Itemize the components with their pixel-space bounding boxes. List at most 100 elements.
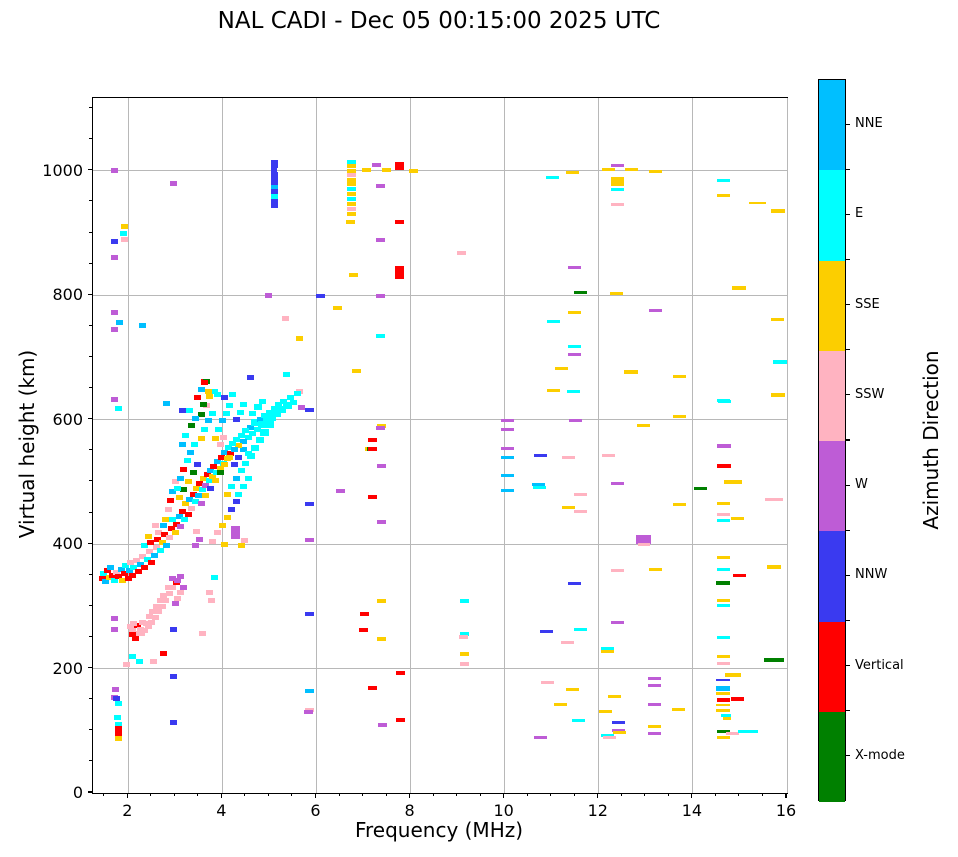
data-point bbox=[346, 168, 356, 173]
data-point bbox=[547, 319, 561, 323]
data-point bbox=[456, 250, 466, 255]
tick-mark bbox=[87, 542, 92, 544]
data-point bbox=[567, 310, 581, 314]
data-point bbox=[228, 507, 236, 513]
data-point bbox=[144, 624, 152, 630]
data-point bbox=[217, 454, 225, 460]
data-point bbox=[113, 569, 121, 575]
data-point bbox=[253, 404, 262, 411]
data-point bbox=[110, 168, 118, 174]
colorbar-tick bbox=[846, 574, 850, 576]
data-point bbox=[209, 474, 217, 480]
data-point bbox=[624, 168, 638, 172]
data-point bbox=[500, 419, 514, 423]
data-point bbox=[716, 698, 730, 703]
data-point bbox=[638, 542, 651, 546]
data-point bbox=[177, 524, 185, 530]
data-point bbox=[359, 612, 369, 617]
data-point bbox=[672, 374, 686, 378]
data-point bbox=[166, 591, 174, 597]
data-point bbox=[149, 609, 157, 615]
data-point bbox=[178, 407, 186, 413]
data-point bbox=[271, 185, 279, 191]
data-point bbox=[599, 709, 613, 713]
data-point bbox=[460, 652, 470, 657]
data-point bbox=[720, 714, 731, 718]
data-point bbox=[717, 194, 731, 198]
data-point bbox=[567, 345, 581, 349]
data-point bbox=[221, 449, 229, 455]
data-point bbox=[130, 565, 138, 571]
data-point bbox=[376, 183, 386, 188]
data-point bbox=[200, 476, 208, 482]
data-point bbox=[103, 567, 111, 573]
colorbar-segment-x-mode bbox=[819, 711, 845, 802]
data-point bbox=[237, 468, 245, 474]
data-point bbox=[194, 395, 202, 401]
data-point bbox=[346, 186, 356, 191]
data-point bbox=[186, 449, 194, 455]
data-point bbox=[137, 630, 145, 636]
data-point bbox=[160, 522, 168, 528]
data-point bbox=[244, 476, 252, 482]
colorbar-label-w: W bbox=[855, 477, 868, 493]
data-point bbox=[394, 219, 404, 224]
data-point bbox=[150, 659, 158, 665]
data-point bbox=[647, 702, 661, 706]
data-point bbox=[716, 685, 731, 691]
colorbar-tick bbox=[846, 755, 850, 757]
data-point bbox=[574, 290, 588, 294]
data-point bbox=[124, 575, 132, 581]
data-point bbox=[280, 398, 288, 404]
data-point bbox=[737, 729, 758, 733]
data-point bbox=[649, 567, 663, 571]
colorbar-axis-label: Azimuth Direction bbox=[919, 350, 943, 530]
colorbar-tick bbox=[846, 710, 850, 712]
data-point bbox=[174, 595, 182, 601]
data-point bbox=[141, 565, 149, 571]
colorbar-tick bbox=[846, 213, 850, 215]
data-point bbox=[371, 163, 381, 168]
tick-mark bbox=[573, 793, 575, 797]
data-point bbox=[240, 401, 248, 407]
data-point bbox=[109, 572, 117, 578]
data-point bbox=[251, 444, 260, 451]
data-point bbox=[191, 499, 199, 505]
data-point bbox=[731, 286, 746, 291]
data-point bbox=[201, 379, 208, 385]
data-point bbox=[185, 407, 193, 413]
data-point bbox=[128, 632, 136, 638]
data-point bbox=[282, 316, 290, 322]
data-point bbox=[144, 534, 152, 540]
data-point bbox=[158, 603, 166, 609]
data-point bbox=[348, 272, 358, 277]
data-point bbox=[114, 735, 122, 741]
data-point bbox=[573, 628, 587, 632]
data-point bbox=[247, 424, 255, 430]
data-point bbox=[257, 421, 267, 429]
data-point bbox=[224, 445, 232, 451]
data-point bbox=[242, 428, 250, 434]
data-point bbox=[235, 443, 243, 449]
data-point bbox=[233, 499, 240, 505]
data-point bbox=[193, 529, 200, 535]
data-point bbox=[219, 434, 227, 440]
data-point bbox=[718, 400, 732, 404]
colorbar-tick bbox=[846, 168, 850, 170]
data-point bbox=[163, 542, 171, 548]
data-point bbox=[565, 688, 579, 692]
x-tick-label: 2 bbox=[122, 801, 133, 820]
data-point bbox=[270, 203, 278, 209]
data-point bbox=[672, 415, 686, 419]
data-point bbox=[294, 391, 302, 397]
tick-mark bbox=[126, 793, 128, 799]
data-point bbox=[176, 476, 184, 482]
data-point bbox=[210, 575, 218, 581]
data-point bbox=[135, 658, 143, 664]
data-point bbox=[170, 674, 178, 680]
data-point bbox=[771, 318, 785, 321]
data-point bbox=[346, 177, 356, 182]
data-point bbox=[765, 498, 784, 502]
data-point bbox=[138, 323, 146, 329]
data-point bbox=[200, 401, 208, 407]
